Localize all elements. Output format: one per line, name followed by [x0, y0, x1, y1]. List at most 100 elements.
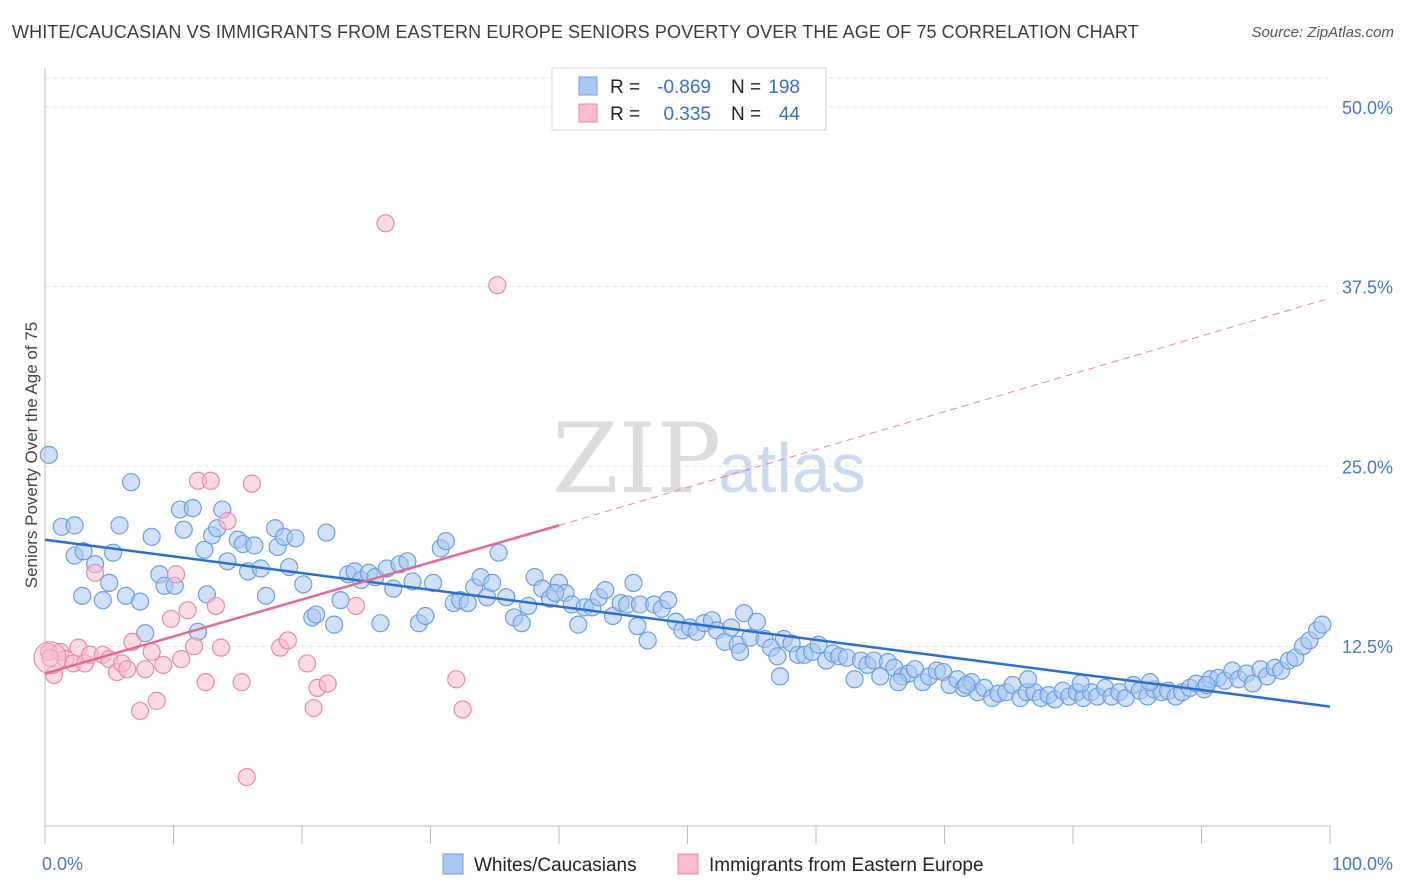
chart-title: WHITE/CAUCASIAN VS IMMIGRANTS FROM EASTE… [12, 22, 1139, 42]
point-eastern-europe [154, 655, 173, 674]
point-whites [458, 593, 477, 613]
point-eastern-europe [278, 631, 297, 650]
point-whites [74, 542, 93, 561]
bottom-legend-swatch [442, 853, 464, 875]
point-eastern-europe [206, 596, 226, 616]
point-whites [889, 673, 908, 692]
watermark: ZIP atlas [552, 403, 866, 515]
point-whites [100, 573, 119, 593]
point-eastern-europe [211, 638, 231, 657]
point-whites [110, 516, 129, 535]
point-whites [734, 604, 754, 623]
legend-swatch [578, 103, 598, 123]
legend-r-label: R = [610, 77, 640, 98]
point-eastern-europe [166, 565, 186, 584]
point-whites [317, 523, 336, 542]
point-eastern-europe [201, 471, 220, 490]
grid-lines [45, 77, 1330, 647]
y-tick-label: 37.5% [1342, 278, 1393, 298]
point-eastern-europe [318, 674, 337, 693]
trend-line-eastern-europe-extension [558, 297, 1331, 526]
point-eastern-europe [136, 660, 155, 679]
legend-n-value: 198 [768, 77, 800, 98]
point-eastern-europe [41, 648, 60, 667]
point-whites [1243, 674, 1263, 693]
point-eastern-europe [118, 660, 137, 679]
point-whites [519, 596, 538, 616]
legend-n-label: N = [731, 77, 761, 98]
point-eastern-europe [130, 701, 150, 721]
point-whites [416, 606, 435, 626]
point-whites [307, 605, 326, 624]
point-whites [136, 624, 155, 643]
point-whites [218, 552, 237, 571]
point-eastern-europe [376, 214, 395, 233]
point-eastern-europe [447, 670, 466, 689]
watermark-atlas: atlas [718, 429, 866, 507]
point-whites [423, 573, 443, 593]
point-eastern-europe-large [33, 641, 67, 675]
point-eastern-europe [86, 563, 105, 582]
point-whites [245, 536, 264, 555]
point-whites [659, 591, 678, 610]
y-tick-label: 25.0% [1342, 457, 1393, 477]
point-eastern-europe [178, 601, 197, 620]
x-tick-label: 100.0% [1332, 854, 1393, 874]
legend-n-label: N = [731, 104, 761, 125]
y-axis-label: Seniors Poverty Over the Age of 75 [22, 322, 41, 588]
point-whites [747, 612, 766, 631]
legend-box [551, 67, 827, 131]
x-tick-label: 0.0% [42, 854, 83, 874]
point-whites [569, 615, 588, 634]
point-whites [770, 667, 790, 686]
bottom-legend-label: Whites/Caucasians [474, 855, 637, 876]
legend-r-value: 0.335 [663, 104, 711, 125]
point-whites [384, 579, 403, 598]
point-whites [624, 573, 643, 593]
legend-r-label: R = [610, 104, 640, 125]
bottom-legend-label: Immigrants from Eastern Europe [709, 855, 984, 876]
point-whites [628, 616, 647, 636]
point-eastern-europe [196, 673, 215, 692]
point-whites [871, 667, 890, 686]
point-whites [957, 675, 976, 695]
point-whites [130, 592, 150, 611]
point-whites [731, 642, 750, 662]
point-eastern-europe [242, 474, 261, 493]
bottom-legend-swatch [677, 853, 699, 875]
point-eastern-europe [147, 691, 166, 710]
legend: R = -0.869 N = 198 R = 0.335 N = 44 [551, 67, 827, 131]
point-whites [183, 499, 202, 518]
point-eastern-europe [232, 673, 251, 692]
y-tick-label: 50.0% [1342, 98, 1393, 118]
point-eastern-europe [453, 700, 472, 719]
point-whites [331, 591, 350, 610]
point-whites [286, 529, 305, 548]
point-eastern-europe [237, 767, 256, 787]
point-whites [483, 573, 502, 593]
y-tick-label: 12.5% [1342, 637, 1393, 657]
point-whites [65, 516, 84, 535]
point-whites [436, 532, 456, 551]
tick-labels: 12.5% 25.0% 37.5% 50.0% 0.0% 100.0% [42, 98, 1393, 874]
point-whites [512, 614, 531, 633]
point-whites [371, 614, 390, 633]
point-whites [93, 591, 112, 610]
point-whites [121, 473, 141, 492]
point-whites [596, 580, 615, 600]
point-whites [546, 583, 565, 603]
trend-lines [44, 297, 1331, 708]
point-eastern-europe [184, 637, 204, 656]
point-whites [845, 670, 864, 689]
trend-line-eastern-europe [44, 524, 560, 675]
point-eastern-europe [161, 609, 181, 628]
point-whites [294, 575, 313, 594]
legend-n-value: 44 [779, 104, 801, 125]
point-whites [497, 588, 516, 607]
point-whites [1018, 670, 1038, 689]
point-whites [73, 586, 92, 605]
chart-source: Source: ZipAtlas.com [1251, 24, 1394, 41]
point-whites [174, 520, 193, 539]
point-whites [39, 445, 58, 464]
